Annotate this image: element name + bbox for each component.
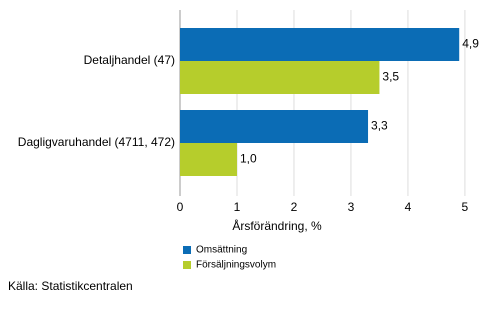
- y-tick-label: Detaljhandel (47): [84, 53, 175, 67]
- x-tick-label: 2: [291, 200, 298, 214]
- bar: [180, 110, 369, 143]
- y-tick-label: Dagligvaruhandel (4711, 472): [18, 135, 175, 149]
- value-label: 3,5: [382, 70, 399, 84]
- source: Källa: Statistikcentralen: [8, 279, 133, 293]
- x-tick-label: 0: [177, 200, 184, 214]
- x-tick-label: 5: [462, 200, 469, 214]
- x-tick-label: 4: [405, 200, 412, 214]
- x-axis-label: Årsförändring, %: [232, 218, 322, 233]
- value-label: 1,0: [240, 152, 257, 166]
- legend-swatch: [183, 246, 191, 254]
- bar: [180, 28, 460, 61]
- bar: [180, 61, 380, 94]
- bar: [180, 143, 237, 176]
- x-tick-label: 3: [348, 200, 355, 214]
- value-label: 3,3: [371, 119, 388, 133]
- legend-label: Omsättning: [196, 245, 247, 256]
- x-tick-label: 1: [234, 200, 241, 214]
- value-label: 4,9: [462, 37, 479, 51]
- legend-label: Försäljningsvolym: [196, 260, 276, 271]
- legend-swatch: [183, 261, 191, 269]
